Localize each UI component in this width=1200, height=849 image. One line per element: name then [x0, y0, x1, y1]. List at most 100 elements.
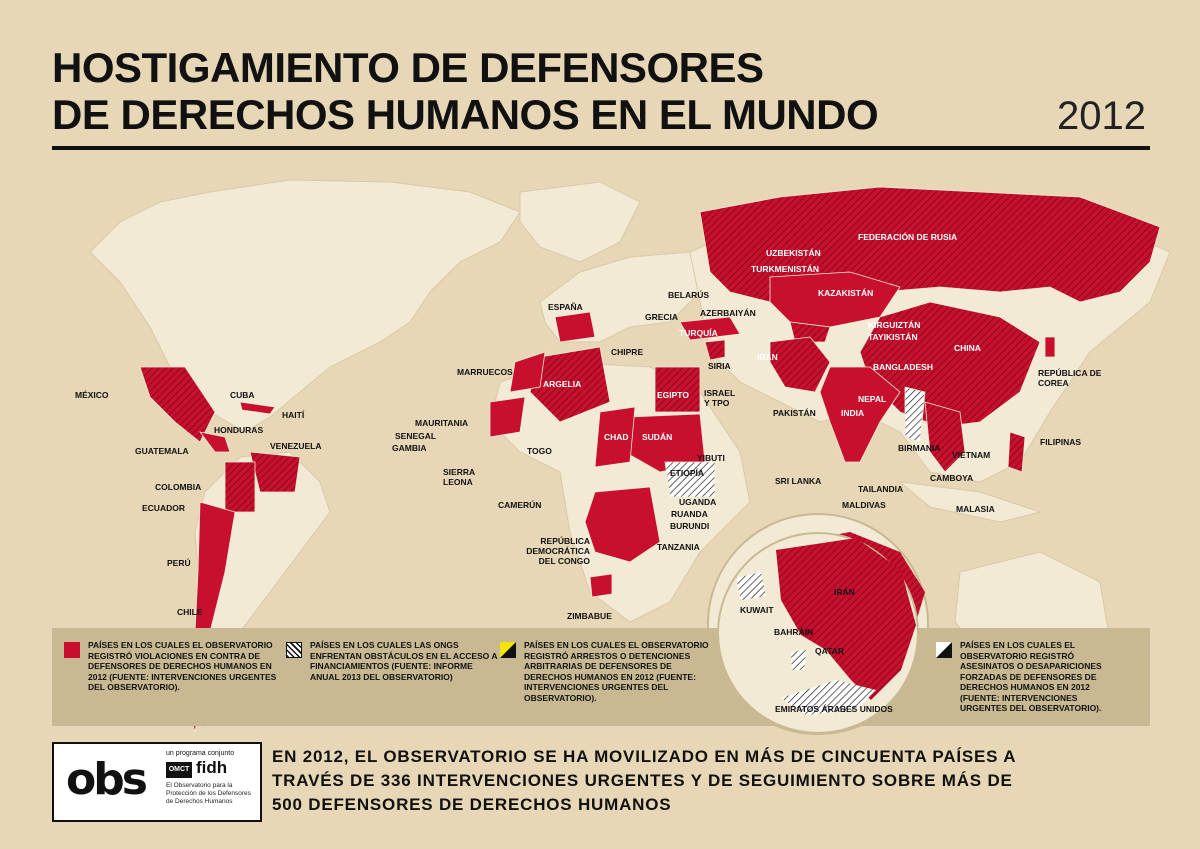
label-chad: CHAD: [604, 432, 629, 442]
legend-text: PAÍSES EN LOS CUALES EL OBSERVATORIO REG…: [960, 640, 1102, 713]
label-djibouti: YIBUTI: [697, 453, 725, 463]
region-drc: [584, 486, 661, 563]
region-spain: [554, 311, 596, 343]
legend-item-killings: PAÍSES EN LOS CUALES EL OBSERVATORIO REG…: [936, 640, 1120, 714]
region-syria: [704, 339, 726, 361]
label-honduras: HONDURAS: [214, 425, 264, 435]
label-greece: GRECIA: [645, 312, 679, 322]
label-burma: BIRMANIA: [898, 443, 941, 453]
label-bangladesh: BANGLADESH: [873, 362, 933, 372]
label-mauritania: MAURITANIA: [415, 418, 469, 428]
label-israel: ISRAEL Y TPO: [704, 388, 736, 408]
land-indonesia: [898, 481, 1042, 523]
label-thailand: TAILANDIA: [858, 484, 904, 494]
title-line-1: HOSTIGAMIENTO DE DEFENSORES: [52, 44, 764, 91]
logo-program-text: un programa conjunto: [166, 750, 235, 757]
legend-item-violations: PAÍSES EN LOS CUALES EL OBSERVATORIO REG…: [64, 640, 278, 693]
label-india: INDIA: [841, 408, 865, 418]
region-india: [819, 366, 901, 463]
land-greenland: [519, 181, 641, 263]
label-mexico: MÉXICO: [75, 390, 109, 400]
region-kazakhstan: [769, 271, 901, 328]
legend-item-funding: PAÍSES EN LOS CUALES LAS ONGS ENFRENTAN …: [286, 640, 500, 682]
label-algeria: ARGELIA: [543, 379, 582, 389]
label-china: CHINA: [954, 343, 981, 353]
land-north-america: [89, 179, 521, 433]
label-burundi: BURUNDI: [670, 521, 710, 531]
region-philippines: [1007, 431, 1026, 473]
label-turkmenistan: TURKMENISTÁN: [751, 264, 819, 274]
label-tajikistan: TAYIKISTÁN: [868, 332, 918, 342]
region-southeast-asia: [924, 401, 966, 473]
inset-overlay: [717, 532, 919, 734]
world-map: [89, 179, 1171, 735]
label-turkey: TURQUÍA: [679, 328, 718, 338]
legend-text: PAÍSES EN LOS CUALES EL OBSERVATORIO REG…: [88, 640, 277, 692]
region-korea: [1044, 336, 1056, 358]
legend-item-arrests: PAÍSES EN LOS CUALES EL OBSERVATORIO REG…: [500, 640, 714, 703]
inset-label-emirates: EMIRATOS ÁRABES UNIDOS: [775, 704, 893, 714]
title-divider: [52, 146, 1150, 150]
label-azerbaijan: AZERBAIYÁN: [700, 308, 756, 318]
hatched-square-icon: [286, 642, 302, 658]
page-title: HOSTIGAMIENTO DE DEFENSORES DE DERECHOS …: [52, 44, 952, 138]
label-tanzania: TANZANIA: [657, 542, 700, 552]
region-turkey: [679, 316, 741, 341]
label-malaysia: MALASIA: [956, 504, 995, 514]
label-guatemala: GUATEMALA: [135, 446, 189, 456]
label-ethiopia: ETIOPÍA: [670, 468, 705, 478]
region-colombia: [224, 461, 256, 513]
red-square-icon: [64, 642, 80, 658]
label-cambodia: CAMBOYA: [930, 473, 974, 483]
legend-text: PAÍSES EN LOS CUALES LAS ONGS ENFRENTAN …: [310, 640, 498, 682]
label-nepal: NEPAL: [858, 394, 887, 404]
label-sierra-leone: SIERRA LEONA: [443, 467, 475, 487]
region-egypt: [654, 366, 701, 413]
label-korea: REPÚBLICA DE COREA: [1038, 368, 1102, 388]
region-ethiopia: [664, 461, 716, 498]
label-zimbabwe: ZIMBABUE: [567, 611, 612, 621]
region-mauritania: [489, 396, 526, 438]
omct-logo: OMCT: [166, 762, 192, 778]
label-uganda: UGANDA: [679, 497, 717, 507]
logo-description: El Observatorio para la Protección de lo…: [166, 782, 251, 805]
label-haiti: HAITÍ: [282, 410, 305, 420]
label-morocco: MARRUECOS: [457, 367, 513, 377]
title-line-2: DE DERECHOS HUMANOS EN EL MUNDO: [52, 91, 879, 138]
label-drc: REPÚBLICA DEMOCRÁTICA DEL CONGO: [526, 536, 590, 566]
label-senegal: SENEGAL: [395, 431, 437, 441]
footer-statement: EN 2012, EL OBSERVATORIO SE HA MOVILIZAD…: [272, 747, 1016, 814]
label-venezuela: VENEZUELA: [270, 441, 322, 451]
black-triangle-icon: [936, 642, 952, 658]
label-philippines: FILIPINAS: [1040, 437, 1082, 447]
label-togo: TOGO: [527, 446, 552, 456]
region-zimbabwe: [589, 573, 613, 598]
label-uzbekistan: UZBEKISTÁN: [766, 248, 821, 258]
label-kazakhstan: KAZAKISTÁN: [818, 288, 874, 298]
region-chad: [594, 406, 636, 468]
label-iran: IRÁN: [757, 352, 778, 362]
label-chile: CHILE: [177, 607, 203, 617]
label-egypt: EGIPTO: [657, 390, 689, 400]
region-cuba: [239, 401, 276, 415]
label-belarus: BELARÚS: [668, 290, 710, 300]
label-syria: SIRIA: [708, 361, 731, 371]
region-central-america: [199, 431, 231, 453]
label-peru: PERÚ: [167, 558, 191, 568]
label-kyrgyzstan: KIRGUIZTÁN: [868, 320, 921, 330]
highlighted-countries: [139, 186, 1161, 733]
inset-label-qatar: QATAR: [815, 646, 844, 656]
label-gambia: GAMBIA: [392, 443, 427, 453]
region-myanmar: [904, 386, 926, 443]
label-cameroon: CAMERÚN: [498, 500, 542, 510]
label-maldives: MALDIVAS: [842, 500, 886, 510]
legend: PAÍSES EN LOS CUALES EL OBSERVATORIO REG…: [52, 628, 1150, 726]
region-uzbekistan: [789, 321, 831, 343]
label-pakistan: PAKISTÁN: [773, 408, 816, 418]
region-morocco: [509, 351, 546, 393]
region-russia: [699, 186, 1161, 303]
label-russia: FEDERACIÓN DE RUSIA: [858, 232, 958, 242]
yellow-triangle-icon: [500, 642, 516, 658]
obs-wordmark: obs: [66, 754, 148, 805]
label-vietnam: VIETNAM: [952, 450, 991, 460]
